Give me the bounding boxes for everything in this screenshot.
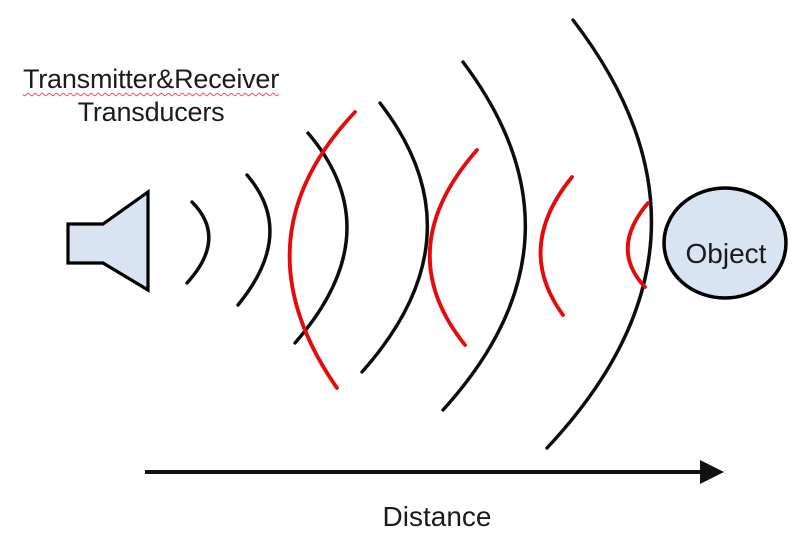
outgoing-wave-arc-6: [545, 18, 654, 450]
reflected-wave-arc-4: [625, 201, 650, 289]
object-label: Object: [685, 238, 767, 269]
outgoing-wave-arc-1: [185, 200, 211, 285]
distance-arrow-head: [700, 460, 724, 484]
distance-label: Distance: [382, 501, 492, 532]
title-line1: Transmitter&Receiver: [22, 64, 280, 94]
outgoing-wave-arc-5: [441, 60, 528, 412]
speaker-icon: [66, 188, 150, 293]
outgoing-wave-arc-4: [360, 101, 430, 374]
title-line2: Transducers: [77, 97, 225, 127]
reflected-wave-arc-3: [538, 175, 574, 317]
outgoing-wave-arc-3: [293, 131, 349, 345]
outgoing-wave-arc-2: [236, 173, 272, 307]
object-circle: [662, 186, 788, 300]
reflected-wave-arc-2: [427, 148, 479, 347]
title: Transmitter&Receiver Transducers: [18, 63, 284, 129]
reflected-wave-arc-1: [287, 110, 357, 390]
